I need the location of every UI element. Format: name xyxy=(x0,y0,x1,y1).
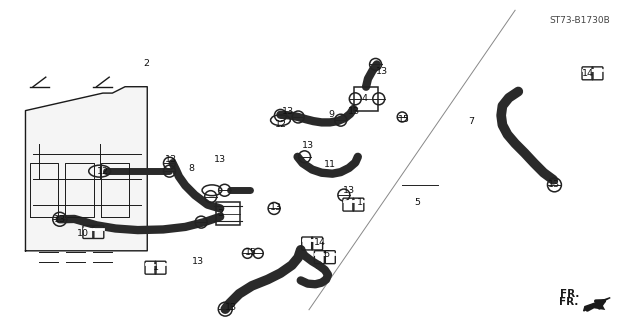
Text: 11: 11 xyxy=(324,160,336,169)
Text: 1: 1 xyxy=(152,263,159,272)
Bar xyxy=(217,202,241,225)
Text: 14: 14 xyxy=(582,69,594,78)
Text: 13: 13 xyxy=(192,258,204,267)
Text: 5: 5 xyxy=(414,197,420,206)
Text: FR.: FR. xyxy=(560,290,579,300)
Text: 7: 7 xyxy=(468,117,474,126)
Text: 13: 13 xyxy=(343,186,355,195)
Bar xyxy=(354,87,378,111)
Text: 1: 1 xyxy=(357,197,362,206)
Text: 13: 13 xyxy=(282,107,294,116)
Text: 15: 15 xyxy=(245,248,257,257)
Text: 13: 13 xyxy=(270,203,282,212)
Text: 6: 6 xyxy=(323,251,329,260)
Text: 9: 9 xyxy=(328,110,334,119)
Polygon shape xyxy=(25,87,147,251)
Text: 13: 13 xyxy=(548,180,561,189)
Text: ST73-B1730B: ST73-B1730B xyxy=(550,16,610,25)
Text: 13: 13 xyxy=(214,155,226,164)
Polygon shape xyxy=(583,298,610,311)
Text: 14: 14 xyxy=(315,238,326,247)
Text: 10: 10 xyxy=(76,229,89,238)
Text: 13: 13 xyxy=(348,107,360,116)
Text: 13: 13 xyxy=(376,67,388,76)
Text: 12: 12 xyxy=(97,167,109,176)
Text: 2: 2 xyxy=(143,59,149,68)
Text: 13: 13 xyxy=(54,215,66,224)
Text: 12: 12 xyxy=(275,120,287,129)
Text: 13: 13 xyxy=(302,141,314,150)
Text: 13: 13 xyxy=(165,155,178,164)
Text: 4: 4 xyxy=(361,94,367,103)
Text: 13: 13 xyxy=(225,303,237,312)
Text: 8: 8 xyxy=(189,164,195,173)
Text: 3: 3 xyxy=(217,209,223,218)
Text: FR.: FR. xyxy=(559,297,578,307)
Text: 15: 15 xyxy=(398,115,410,124)
